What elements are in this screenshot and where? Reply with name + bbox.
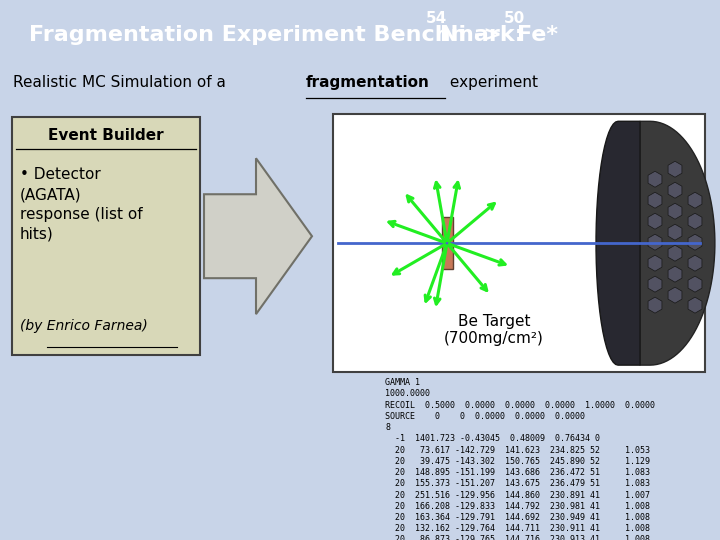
Text: (by Enrico Farnea): (by Enrico Farnea) bbox=[20, 319, 148, 333]
Polygon shape bbox=[648, 255, 662, 271]
Text: fragmentation: fragmentation bbox=[306, 75, 430, 90]
Polygon shape bbox=[648, 171, 662, 187]
FancyBboxPatch shape bbox=[333, 114, 705, 372]
Polygon shape bbox=[648, 297, 662, 313]
Polygon shape bbox=[668, 287, 682, 303]
Polygon shape bbox=[688, 234, 702, 250]
Polygon shape bbox=[688, 276, 702, 292]
Polygon shape bbox=[640, 122, 715, 365]
Polygon shape bbox=[596, 122, 640, 365]
Polygon shape bbox=[668, 224, 682, 240]
Polygon shape bbox=[648, 192, 662, 208]
Polygon shape bbox=[688, 192, 702, 208]
Polygon shape bbox=[648, 234, 662, 250]
Text: Fe*: Fe* bbox=[517, 25, 558, 45]
Text: experiment: experiment bbox=[445, 75, 538, 90]
Polygon shape bbox=[668, 161, 682, 177]
Polygon shape bbox=[668, 203, 682, 219]
Polygon shape bbox=[648, 276, 662, 292]
Text: 50: 50 bbox=[504, 10, 526, 25]
Text: 54: 54 bbox=[426, 10, 448, 25]
Polygon shape bbox=[688, 213, 702, 229]
Text: • Detector
(AGATA)
response (list of
hits): • Detector (AGATA) response (list of hit… bbox=[20, 167, 143, 242]
Polygon shape bbox=[688, 255, 702, 271]
Polygon shape bbox=[668, 266, 682, 282]
Polygon shape bbox=[688, 297, 702, 313]
Text: Realistic MC Simulation of a: Realistic MC Simulation of a bbox=[13, 75, 230, 90]
Polygon shape bbox=[204, 158, 312, 314]
Text: Fragmentation Experiment Benchmark:: Fragmentation Experiment Benchmark: bbox=[29, 25, 531, 45]
Text: Event Builder: Event Builder bbox=[48, 128, 164, 143]
FancyBboxPatch shape bbox=[12, 117, 200, 355]
Text: Be Target
(700mg/cm²): Be Target (700mg/cm²) bbox=[444, 314, 544, 346]
FancyBboxPatch shape bbox=[441, 217, 452, 269]
Polygon shape bbox=[668, 182, 682, 198]
Text: Ni ->: Ni -> bbox=[440, 25, 510, 45]
Polygon shape bbox=[668, 245, 682, 261]
Text: GAMMA 1
1000.0000
RECOIL  0.5000  0.0000  0.0000  0.0000  1.0000  0.0000
SOURCE : GAMMA 1 1000.0000 RECOIL 0.5000 0.0000 0… bbox=[385, 378, 655, 540]
Polygon shape bbox=[648, 213, 662, 229]
